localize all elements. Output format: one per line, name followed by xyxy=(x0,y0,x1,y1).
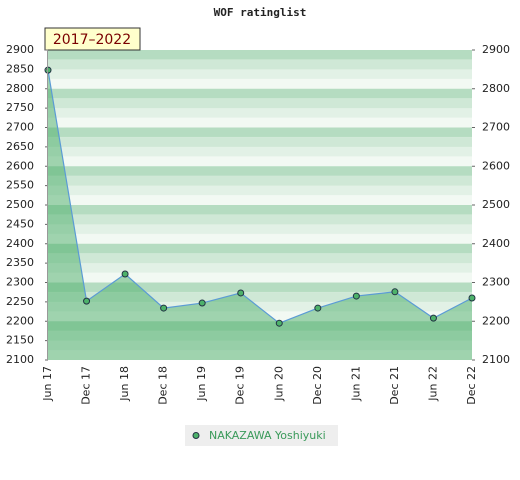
x-tick-label: Dec 18 xyxy=(157,366,170,405)
x-tick-label: Dec 21 xyxy=(388,366,401,405)
y2-tick-label: 2700 xyxy=(482,121,510,134)
point xyxy=(160,304,168,312)
y-tick-label: 2700 xyxy=(6,121,34,134)
y-tick-label: 2300 xyxy=(6,276,34,289)
point xyxy=(352,292,360,300)
y-tick-label: 2550 xyxy=(6,179,34,192)
line xyxy=(47,70,473,324)
y-tick-label: 2650 xyxy=(6,140,34,153)
y2-tick-label: 2100 xyxy=(482,353,510,366)
chart-title: WOF ratinglist xyxy=(214,6,307,19)
x-tick-label: Jun 19 xyxy=(195,366,208,402)
y-tick-label: 2100 xyxy=(6,353,34,366)
badge-box xyxy=(44,27,141,51)
point xyxy=(121,270,129,278)
y2-tick-label: 2300 xyxy=(482,276,510,289)
y-tick-label: 2750 xyxy=(6,101,34,114)
x-tick-label: Jun 21 xyxy=(349,366,362,402)
area xyxy=(48,70,472,361)
y-tick-label: 2350 xyxy=(6,256,34,269)
y-tick-label: 2250 xyxy=(6,295,34,308)
y-tick-label: 2800 xyxy=(6,82,34,95)
point xyxy=(391,288,399,296)
y-tick-label: 2900 xyxy=(6,43,34,56)
y2-tick-label: 2400 xyxy=(482,237,510,250)
y-tick-label: 2850 xyxy=(6,62,34,75)
x-tick-label: Dec 22 xyxy=(465,366,478,405)
point xyxy=(468,294,476,302)
y-tick-label: 2150 xyxy=(6,334,34,347)
y-tick-label: 2200 xyxy=(6,314,34,327)
y-tick-label: 2450 xyxy=(6,217,34,230)
badge: 2017–2022 xyxy=(53,32,131,48)
x-tick-label: Jun 17 xyxy=(41,366,54,402)
point xyxy=(275,319,283,327)
point xyxy=(237,289,245,297)
y2-tick-label: 2800 xyxy=(482,82,510,95)
point xyxy=(198,299,206,307)
point xyxy=(83,297,91,305)
legend-box xyxy=(185,425,338,446)
legend-marker xyxy=(192,432,200,439)
x-tick-label: Dec 17 xyxy=(80,366,93,405)
y2-tick-label: 2600 xyxy=(482,159,510,172)
y2-tick-label: 2200 xyxy=(482,314,510,327)
x-tick-label: Dec 19 xyxy=(234,366,247,405)
legend-label: NAKAZAWA Yoshiyuki xyxy=(209,429,326,442)
point xyxy=(429,314,437,322)
y2-tick-label: 2500 xyxy=(482,198,510,211)
x-tick-label: Jun 22 xyxy=(426,366,439,402)
x-tick-label: Jun 18 xyxy=(118,366,131,402)
y-tick-label: 2500 xyxy=(6,198,34,211)
point xyxy=(314,304,322,312)
x-tick-label: Jun 20 xyxy=(272,366,285,402)
y-tick-label: 2600 xyxy=(6,159,34,172)
y-tick-label: 2400 xyxy=(6,237,34,250)
x-tick-label: Dec 20 xyxy=(311,366,324,405)
y2-tick-label: 2900 xyxy=(482,43,510,56)
